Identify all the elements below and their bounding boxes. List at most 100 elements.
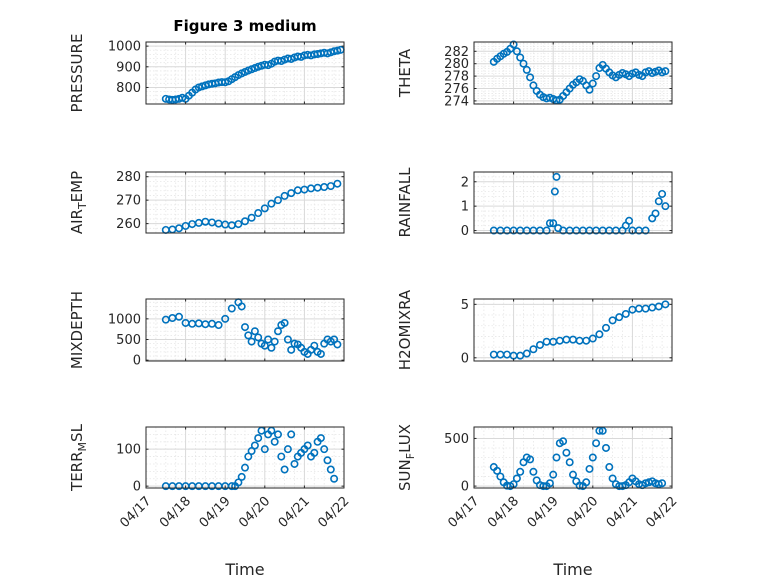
y-tick-label: 0 (461, 224, 469, 239)
data-point (273, 196, 282, 205)
data-point (529, 81, 538, 90)
y-axis-label: MIXDEPTH (68, 291, 86, 369)
data-point (333, 46, 342, 55)
data-point (654, 197, 663, 206)
data-point (330, 474, 339, 483)
data-point (535, 340, 544, 349)
data-point (526, 455, 535, 464)
data-point (326, 182, 335, 191)
grid (145, 171, 345, 234)
data-point (601, 443, 610, 452)
data-point (234, 478, 243, 487)
x-tick-label: 04/21 (604, 494, 641, 531)
data-point (273, 430, 282, 439)
data-point (323, 456, 332, 465)
data-point (227, 482, 236, 491)
data-point (559, 437, 568, 446)
data-point (588, 453, 597, 462)
y-axis-label: RAINFALL (396, 167, 414, 238)
data-point (280, 318, 289, 327)
y-tick-label: 900 (116, 60, 141, 75)
y-tick-label: 0 (461, 351, 469, 366)
data-point (519, 59, 528, 68)
x-tick-label: 04/17 (117, 494, 154, 531)
axis-box (145, 426, 345, 489)
y-tick-label: 282 (444, 45, 469, 60)
y-tick-label: 0 (461, 480, 469, 495)
y-axis-label: TERRMSL (68, 423, 89, 492)
data-point (273, 327, 282, 336)
x-tick-label: 04/22 (315, 494, 352, 531)
axis-box (473, 298, 673, 362)
data-point (592, 72, 601, 81)
data-point (542, 226, 551, 235)
data-point (625, 216, 634, 225)
data-point (247, 337, 256, 346)
y-tick-label: 500 (444, 432, 469, 447)
data-point (526, 73, 535, 82)
data-point (175, 224, 184, 233)
data-point (588, 334, 597, 343)
data-point (241, 463, 250, 472)
x-tick-label: 04/18 (157, 494, 194, 531)
data-point (290, 459, 299, 468)
data-point (608, 474, 617, 483)
data-point (287, 430, 296, 439)
data-point (658, 479, 667, 488)
data-point (605, 463, 614, 472)
x-tick-label: 04/19 (525, 494, 562, 531)
y-axis-label: H2OMIXRA (396, 289, 414, 370)
data-point (598, 426, 607, 435)
axis-box (473, 171, 673, 234)
data-point (529, 345, 538, 354)
data-point (254, 333, 263, 342)
x-tick-label: 04/18 (485, 494, 522, 531)
y-tick-label: 100 (116, 443, 141, 458)
data-point (227, 304, 236, 313)
data-point (333, 340, 342, 349)
data-point (254, 209, 263, 218)
y-axis-label: AIRTEMP (68, 171, 89, 234)
data-point (241, 217, 250, 226)
data-point (615, 313, 624, 322)
data-point (522, 65, 531, 74)
x-tick-label: 04/21 (276, 494, 313, 531)
data-point (260, 204, 269, 213)
data-point (214, 321, 223, 330)
data-point (267, 343, 276, 352)
y-tick-label: 2 (461, 175, 469, 190)
x-axis-label: Time (224, 560, 264, 579)
axis-box (473, 426, 673, 489)
data-point (516, 53, 525, 62)
data-point (512, 47, 521, 56)
plot-area (146, 172, 344, 233)
data-point (280, 465, 289, 474)
grid (145, 299, 345, 361)
data-point (310, 448, 319, 457)
axis-box (145, 41, 345, 105)
data-point (280, 191, 289, 200)
data-point (287, 345, 296, 354)
x-tick-label: 04/17 (445, 494, 482, 531)
x-tick-label: 04/20 (236, 494, 273, 531)
data-point (237, 472, 246, 481)
y-tick-label: 500 (116, 333, 141, 348)
data-point (244, 331, 253, 340)
subplot-terr_msl: 0 100 04/17 04/18 04/19 04/20 04/21 04/22 TERRMS… (68, 423, 352, 579)
data-point (661, 67, 670, 76)
data-point (250, 441, 259, 450)
data-point (283, 445, 292, 454)
data-point (516, 467, 525, 476)
data-point (595, 330, 604, 339)
series-points (161, 426, 339, 491)
data-point (651, 209, 660, 218)
data-point (529, 467, 538, 476)
subplot-pressure: 800 900 1000 PRESSURE Figure 3 medium (68, 17, 345, 112)
data-point (493, 466, 502, 475)
data-point (552, 453, 561, 462)
data-point (550, 187, 559, 196)
data-point (641, 226, 650, 235)
y-tick-label: 5 (461, 298, 469, 313)
y-axis-label: THETA (396, 48, 414, 98)
